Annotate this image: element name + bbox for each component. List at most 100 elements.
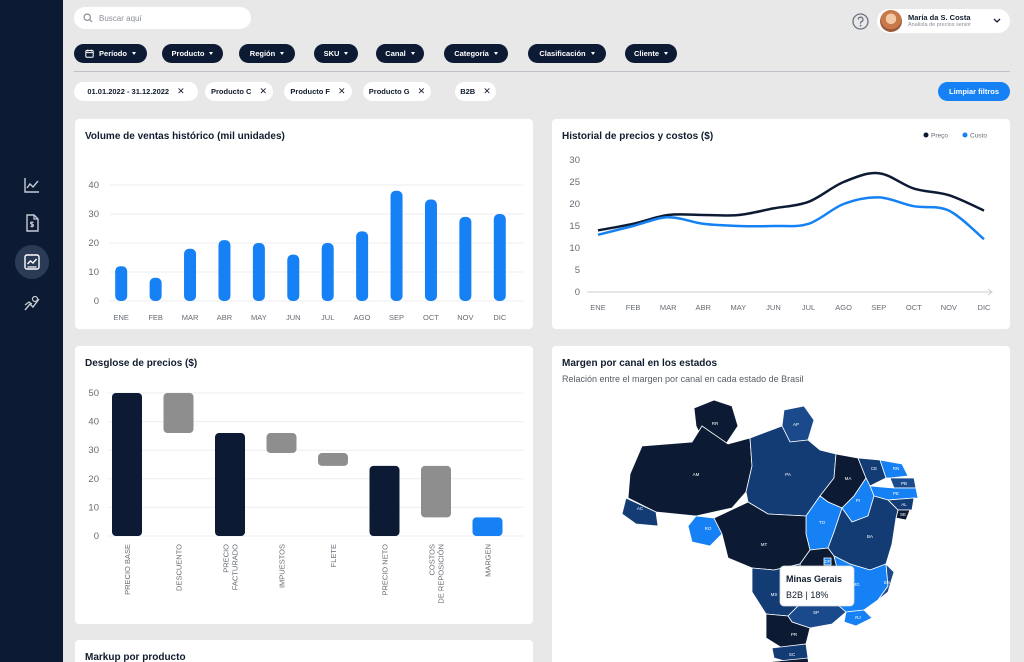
state-rn[interactable] <box>879 459 909 479</box>
legend-dot <box>923 132 929 138</box>
state-es[interactable] <box>877 562 895 601</box>
state-label: DF <box>825 559 831 564</box>
y-tick-label: 5 <box>575 265 580 276</box>
tooltip-value: B2B | 18% <box>786 590 828 600</box>
waterfall-chart: 0 10 20 30 40 50 PRECIO BASE DESCUENTO PRECIO FAC… <box>88 388 523 604</box>
calendar-icon <box>85 49 94 58</box>
active-filter-chip[interactable]: 01.01.2022 - 31.12.2022 ✕ <box>74 82 198 101</box>
x-tick-label: AGO <box>354 313 371 322</box>
state-pr[interactable] <box>765 613 811 649</box>
chevron-down-icon <box>993 18 1001 23</box>
bar[interactable] <box>424 199 437 302</box>
caret-down-icon <box>209 52 214 55</box>
bar[interactable] <box>459 216 472 301</box>
state-label: PR <box>791 632 798 637</box>
active-filter-chip[interactable]: Producto C ✕ <box>205 82 273 101</box>
bar[interactable] <box>321 243 334 301</box>
bar[interactable] <box>149 277 162 301</box>
bar[interactable] <box>390 190 403 301</box>
filter-label: Región <box>249 49 276 58</box>
bar[interactable] <box>115 266 128 301</box>
waterfall-bar[interactable] <box>369 465 400 536</box>
state-rs[interactable] <box>766 657 810 662</box>
markup-card: Markup por producto <box>75 640 533 662</box>
sidebar-item-analytics[interactable] <box>15 286 49 320</box>
active-filter-chip[interactable]: B2B ✕ <box>455 82 496 101</box>
card-title: Volume de ventas histórico (mil unidades… <box>85 131 285 142</box>
x-tick-label: FACTURADO <box>231 544 240 590</box>
waterfall-bar[interactable] <box>163 393 194 434</box>
filter-channel-button[interactable]: Canal <box>376 44 424 63</box>
x-tick-label: JUL <box>802 303 815 312</box>
sidebar-item-trend[interactable] <box>15 245 49 279</box>
bar[interactable] <box>356 231 369 301</box>
waterfall-bar[interactable] <box>421 465 451 518</box>
x-tick-label: MAR <box>182 313 199 322</box>
state-ac[interactable] <box>621 497 659 527</box>
user-menu[interactable]: María da S. Costa Analista de precios se… <box>877 9 1010 33</box>
active-filter-chip[interactable]: Producto F ✕ <box>284 82 352 101</box>
state-label: AP <box>793 422 799 427</box>
sidebar <box>0 0 63 662</box>
x-tick-label: ENE <box>590 303 605 312</box>
state-label: PI <box>856 498 860 503</box>
close-icon[interactable]: ✕ <box>338 86 346 96</box>
series-line[interactable] <box>597 171 985 232</box>
state-am[interactable] <box>627 425 753 517</box>
y-tick-label: 10 <box>88 502 99 513</box>
card-title: Historial de precios y costos ($) <box>562 131 714 142</box>
waterfall-bar[interactable] <box>112 393 142 536</box>
series-line[interactable] <box>597 196 985 241</box>
sidebar-item-line-chart[interactable] <box>15 168 49 202</box>
caret-down-icon <box>344 52 349 55</box>
x-tick-label: ABR <box>696 303 712 312</box>
close-icon[interactable]: ✕ <box>177 86 185 96</box>
close-icon[interactable]: ✕ <box>483 86 491 96</box>
filter-classification-button[interactable]: Clasificación <box>528 44 606 63</box>
bar[interactable] <box>184 248 197 301</box>
legend-label: Preço <box>931 133 948 140</box>
state-rj[interactable] <box>843 609 873 627</box>
waterfall-bar[interactable] <box>266 433 297 454</box>
x-tick-label: MAR <box>660 303 677 312</box>
close-icon[interactable]: ✕ <box>259 86 267 96</box>
state-df[interactable] <box>823 557 832 566</box>
bar[interactable] <box>493 214 506 301</box>
bar[interactable] <box>218 240 231 301</box>
chip-label: Producto F <box>290 87 331 96</box>
state-ce[interactable] <box>857 457 887 487</box>
filter-client-button[interactable]: Cliente <box>625 44 677 63</box>
filter-category-button[interactable]: Categoría <box>444 44 508 63</box>
help-button[interactable] <box>852 13 869 35</box>
x-tick-label: DIC <box>978 303 992 312</box>
filter-label: Categoría <box>454 49 489 58</box>
waterfall-bar[interactable] <box>472 517 503 536</box>
chip-label: Producto G <box>368 87 410 96</box>
bar[interactable] <box>252 243 265 301</box>
x-tick-label: ENE <box>113 313 128 322</box>
card-title: Markup por producto <box>85 652 186 662</box>
x-tick-group: PRECIO FACTURADO <box>222 544 240 590</box>
trend-chart-icon <box>24 254 40 270</box>
clear-filters-button[interactable]: Limpiar filtros <box>938 82 1010 101</box>
waterfall-bar[interactable] <box>318 453 348 466</box>
search-placeholder: Buscar aquí <box>99 13 142 23</box>
filter-sku-button[interactable]: SKU <box>314 44 358 63</box>
card-title: Margen por canal en los estados <box>562 358 718 369</box>
filter-period-button[interactable]: Período <box>74 44 147 63</box>
y-tick-label: 10 <box>88 267 99 278</box>
x-tick-label: DIC <box>493 313 507 322</box>
search-input[interactable]: Buscar aquí <box>74 7 251 29</box>
y-tick-label: 30 <box>569 155 580 166</box>
active-filter-chip[interactable]: Producto G ✕ <box>363 82 431 101</box>
help-icon <box>852 13 869 30</box>
filter-product-button[interactable]: Producto <box>162 44 223 63</box>
price-breakdown-card: Desglose de precios ($) 0 10 20 30 40 50 PRECI… <box>75 346 533 624</box>
filter-region-button[interactable]: Región <box>239 44 295 63</box>
state-label: RR <box>712 421 719 426</box>
close-icon[interactable]: ✕ <box>417 86 426 96</box>
x-tick-label: NOV <box>941 303 957 312</box>
bar[interactable] <box>287 254 300 301</box>
sidebar-item-invoice[interactable] <box>15 206 49 240</box>
waterfall-bar[interactable] <box>215 433 245 536</box>
